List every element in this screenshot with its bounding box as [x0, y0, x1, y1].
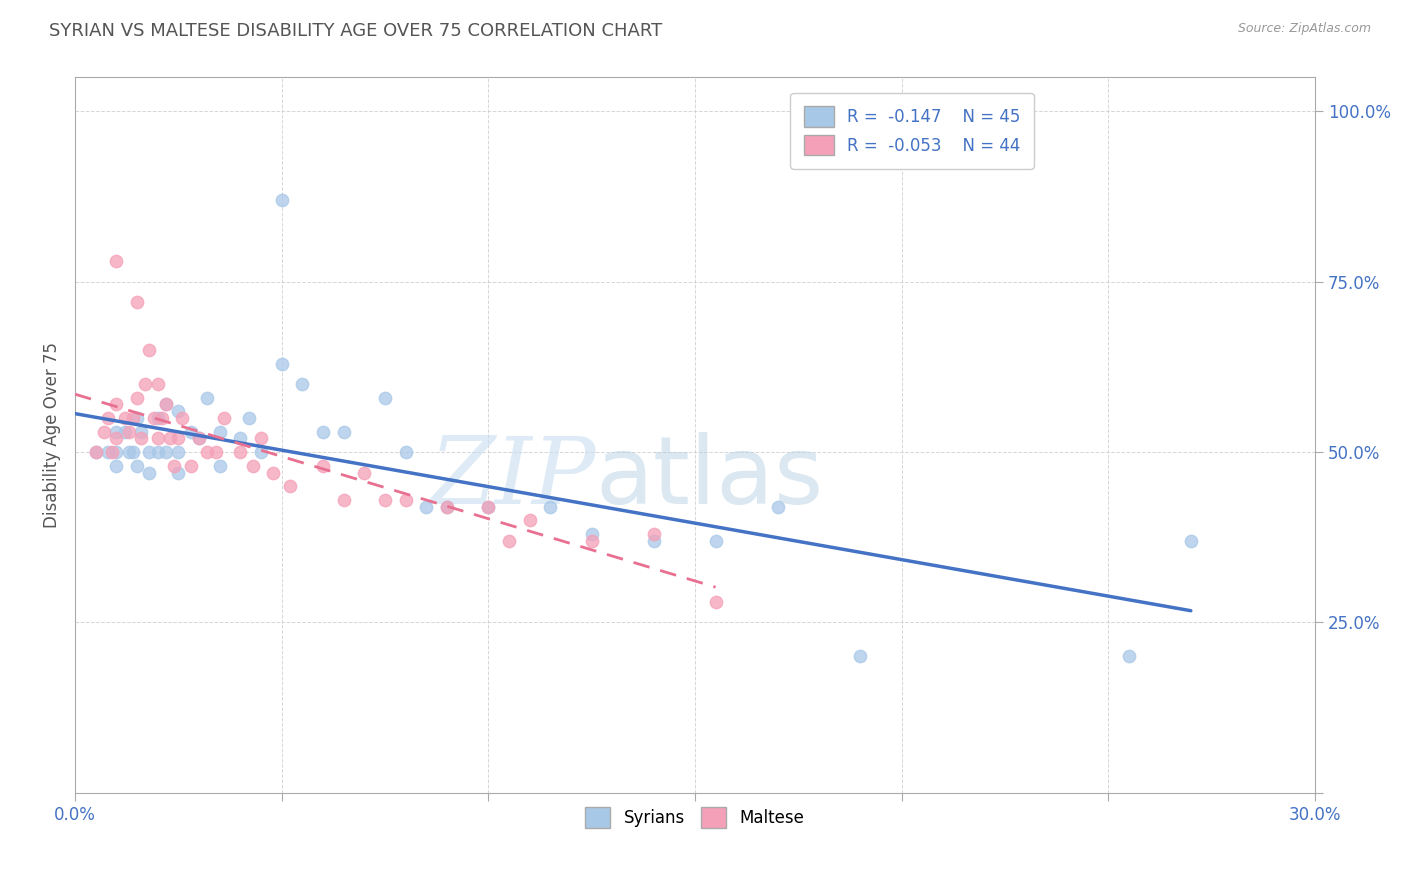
Point [138, 343, 160, 357]
Point [159, 432, 181, 446]
Point [134, 376, 156, 391]
Point [477, 500, 499, 514]
Point [84, 445, 107, 459]
Point [167, 432, 190, 446]
Point [105, 254, 128, 268]
Point [394, 445, 416, 459]
Point [125, 391, 148, 405]
Text: Source: ZipAtlas.com: Source: ZipAtlas.com [1237, 22, 1371, 36]
Point [250, 445, 273, 459]
Point [138, 466, 160, 480]
Point [538, 500, 561, 514]
Point [129, 425, 152, 439]
Point [118, 425, 141, 439]
Point [498, 533, 520, 548]
Point [146, 376, 169, 391]
Point [312, 458, 335, 473]
Point [172, 411, 194, 425]
Point [167, 445, 190, 459]
Point [238, 411, 260, 425]
Point [204, 445, 226, 459]
Point [121, 411, 143, 425]
Point [270, 193, 292, 207]
Point [84, 445, 107, 459]
Point [125, 458, 148, 473]
Point [146, 432, 169, 446]
Point [188, 432, 211, 446]
Point [188, 432, 211, 446]
Point [242, 458, 264, 473]
Point [155, 397, 177, 411]
Point [212, 411, 235, 425]
Point [477, 500, 499, 514]
Point [415, 500, 437, 514]
Text: atlas: atlas [596, 432, 824, 524]
Point [1180, 533, 1202, 548]
Point [105, 397, 128, 411]
Point [332, 425, 354, 439]
Point [394, 492, 416, 507]
Point [278, 479, 301, 493]
Text: SYRIAN VS MALTESE DISABILITY AGE OVER 75 CORRELATION CHART: SYRIAN VS MALTESE DISABILITY AGE OVER 75… [49, 22, 662, 40]
Point [93, 425, 115, 439]
Point [353, 466, 375, 480]
Point [643, 526, 665, 541]
Point [125, 411, 148, 425]
Point [270, 357, 292, 371]
Point [229, 445, 252, 459]
Point [643, 533, 665, 548]
Point [150, 411, 173, 425]
Point [142, 411, 165, 425]
Point [262, 466, 284, 480]
Point [101, 445, 124, 459]
Point [229, 432, 252, 446]
Point [704, 595, 727, 609]
Point [105, 425, 128, 439]
Point [849, 649, 872, 664]
Point [581, 533, 603, 548]
Point [125, 295, 148, 310]
Point [332, 492, 354, 507]
Point [114, 425, 136, 439]
Point [208, 458, 231, 473]
Y-axis label: Disability Age Over 75: Disability Age Over 75 [44, 342, 60, 528]
Point [167, 466, 190, 480]
Point [208, 425, 231, 439]
Point [114, 411, 136, 425]
Point [291, 376, 314, 391]
Point [519, 513, 541, 527]
Point [250, 432, 273, 446]
Point [195, 391, 218, 405]
Legend: Syrians, Maltese: Syrians, Maltese [578, 801, 811, 834]
Point [163, 458, 186, 473]
Point [105, 445, 128, 459]
Point [138, 445, 160, 459]
Point [167, 404, 190, 418]
Point [146, 411, 169, 425]
Point [436, 500, 458, 514]
Point [436, 500, 458, 514]
Text: ZIP: ZIP [429, 433, 596, 523]
Point [195, 445, 218, 459]
Point [121, 445, 143, 459]
Point [105, 432, 128, 446]
Point [704, 533, 727, 548]
Point [1118, 649, 1140, 664]
Point [118, 445, 141, 459]
Point [312, 425, 335, 439]
Point [180, 425, 202, 439]
Point [374, 391, 396, 405]
Point [766, 500, 789, 514]
Point [129, 432, 152, 446]
Point [146, 445, 169, 459]
Point [155, 445, 177, 459]
Point [97, 445, 120, 459]
Point [581, 526, 603, 541]
Point [374, 492, 396, 507]
Point [97, 411, 120, 425]
Point [105, 458, 128, 473]
Point [180, 458, 202, 473]
Point [155, 397, 177, 411]
